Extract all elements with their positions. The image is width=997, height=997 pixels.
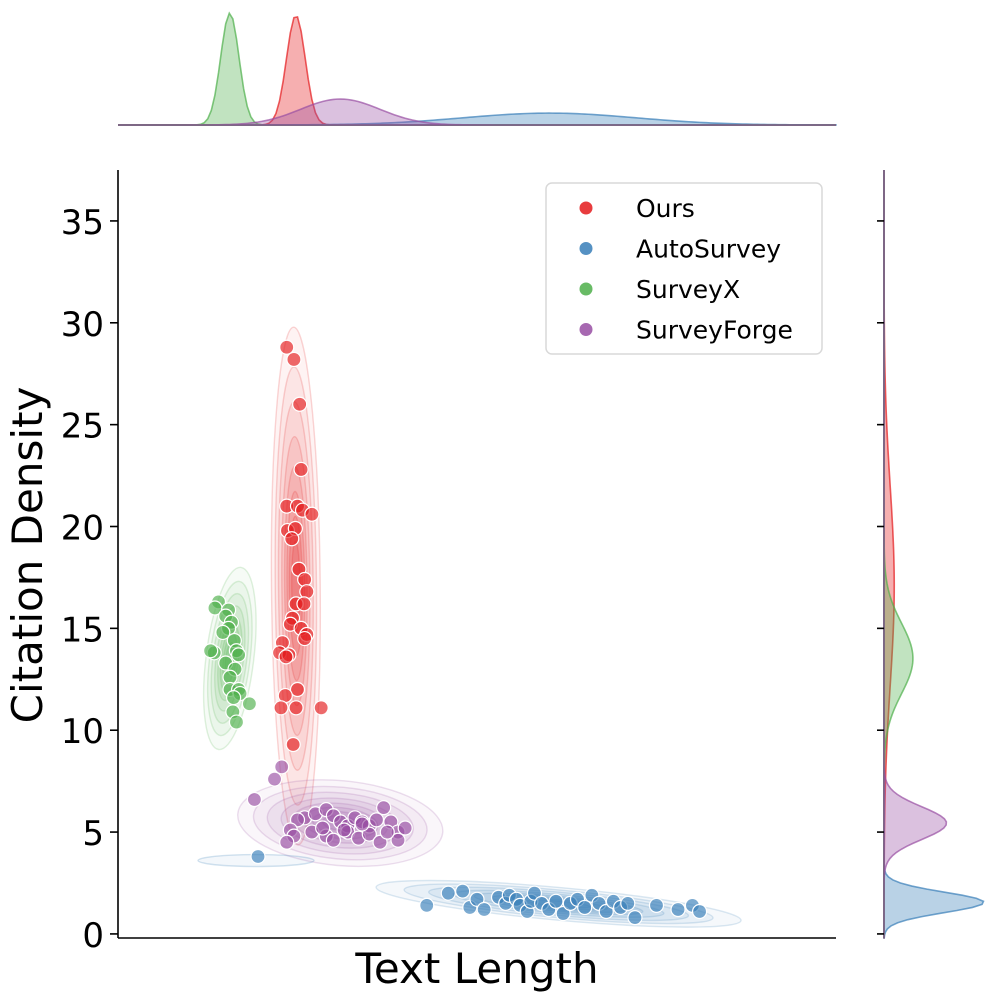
right-marginal-ticks (877, 220, 884, 935)
scatter-point (225, 690, 242, 706)
scatter-point (390, 832, 406, 848)
kde-contour (270, 326, 322, 846)
scatter-point (555, 905, 571, 922)
y-tick-label: 15 (61, 610, 104, 650)
main-axes (117, 170, 836, 939)
scatter-point (354, 816, 370, 832)
scatter-point (313, 700, 329, 716)
scatter-point (273, 700, 289, 716)
series-ours (271, 339, 329, 753)
scatter-point (289, 681, 306, 698)
scatter-point (289, 812, 306, 828)
scatter-point (648, 897, 665, 914)
scatter-point (526, 885, 543, 901)
y-ticks: 0 5 10 15 20 25 30 35 (61, 203, 118, 956)
legend-box (545, 182, 823, 355)
scatter-point (266, 771, 283, 787)
scatter-point (231, 647, 247, 663)
scatter-point (278, 649, 294, 665)
scatter-point (476, 901, 492, 918)
series-autosurvey (250, 848, 708, 926)
legend-marker-surveyforge (578, 322, 594, 337)
kde-contours (197, 326, 742, 928)
scatter-point (288, 700, 304, 716)
top-marginal-density (118, 11, 837, 126)
scatter-point (397, 820, 413, 836)
scatter-point (419, 897, 435, 914)
legend-label-surveyx: SurveyX (636, 275, 740, 304)
y-tick-label: 35 (61, 203, 104, 243)
y-tick-label: 25 (61, 407, 104, 447)
scatter-point (372, 834, 388, 850)
scatter-point (379, 824, 395, 840)
y-tick-label: 0 (82, 916, 104, 956)
scatter-point (215, 624, 231, 641)
scatter-point (304, 506, 320, 522)
scatter-point (279, 339, 295, 355)
scatter-point (293, 461, 309, 478)
scatter-point (297, 571, 313, 588)
series-surveyx (203, 594, 257, 730)
scatter-point (285, 736, 301, 753)
scatter-point (670, 901, 686, 918)
legend-label-ours: Ours (636, 194, 695, 223)
scatter-point (691, 903, 708, 920)
legend-marker-surveyx (578, 281, 594, 297)
scatter-point (250, 848, 266, 865)
y-tick-label: 10 (61, 712, 104, 752)
scatter-point (315, 820, 331, 836)
scatter-point (376, 800, 392, 816)
scatter-points (203, 339, 708, 926)
series-surveyforge (246, 759, 413, 850)
scatter-point (325, 832, 341, 848)
scatter-point (368, 812, 385, 828)
scatter-point (361, 826, 377, 842)
scatter-point (627, 910, 643, 926)
scatter-point (228, 714, 245, 730)
scatter-point (577, 899, 593, 916)
scatter-point (292, 396, 308, 412)
scatter-point (296, 596, 312, 612)
scatter-point (336, 822, 352, 838)
scatter-point (548, 893, 564, 909)
legend: Ours AutoSurvey SurveyX SurveyForge (545, 182, 823, 355)
scatter-point (455, 883, 471, 899)
legend-marker-autosurvey (578, 241, 594, 256)
y-axis-label: Citation Density (3, 387, 52, 724)
scatter-point (246, 791, 263, 808)
scatter-point (469, 891, 485, 907)
scatter-point (598, 903, 614, 920)
scatter-point (440, 885, 456, 901)
scatter-point (620, 895, 636, 911)
legend-label-surveyforge: SurveyForge (636, 316, 793, 345)
scatter-point (297, 630, 313, 647)
legend-label-autosurvey: AutoSurvey (636, 235, 781, 264)
y-tick-label: 30 (61, 305, 104, 345)
scatter-point (284, 531, 300, 547)
y-tick-label: 20 (61, 508, 104, 548)
legend-marker-ours (578, 200, 594, 216)
x-axis-label: Text Length (354, 944, 598, 993)
right-marginal-density (883, 170, 985, 939)
right-density-surveyforge (883, 170, 948, 938)
scatter-point (274, 759, 290, 775)
scatter-point (286, 351, 302, 368)
scatter-point (203, 643, 219, 659)
scatter-point (279, 834, 295, 850)
top-density-surveyx (118, 11, 836, 126)
y-tick-label: 5 (82, 814, 104, 854)
top-density-surveyforge (118, 98, 836, 126)
scatter-point (241, 696, 257, 712)
